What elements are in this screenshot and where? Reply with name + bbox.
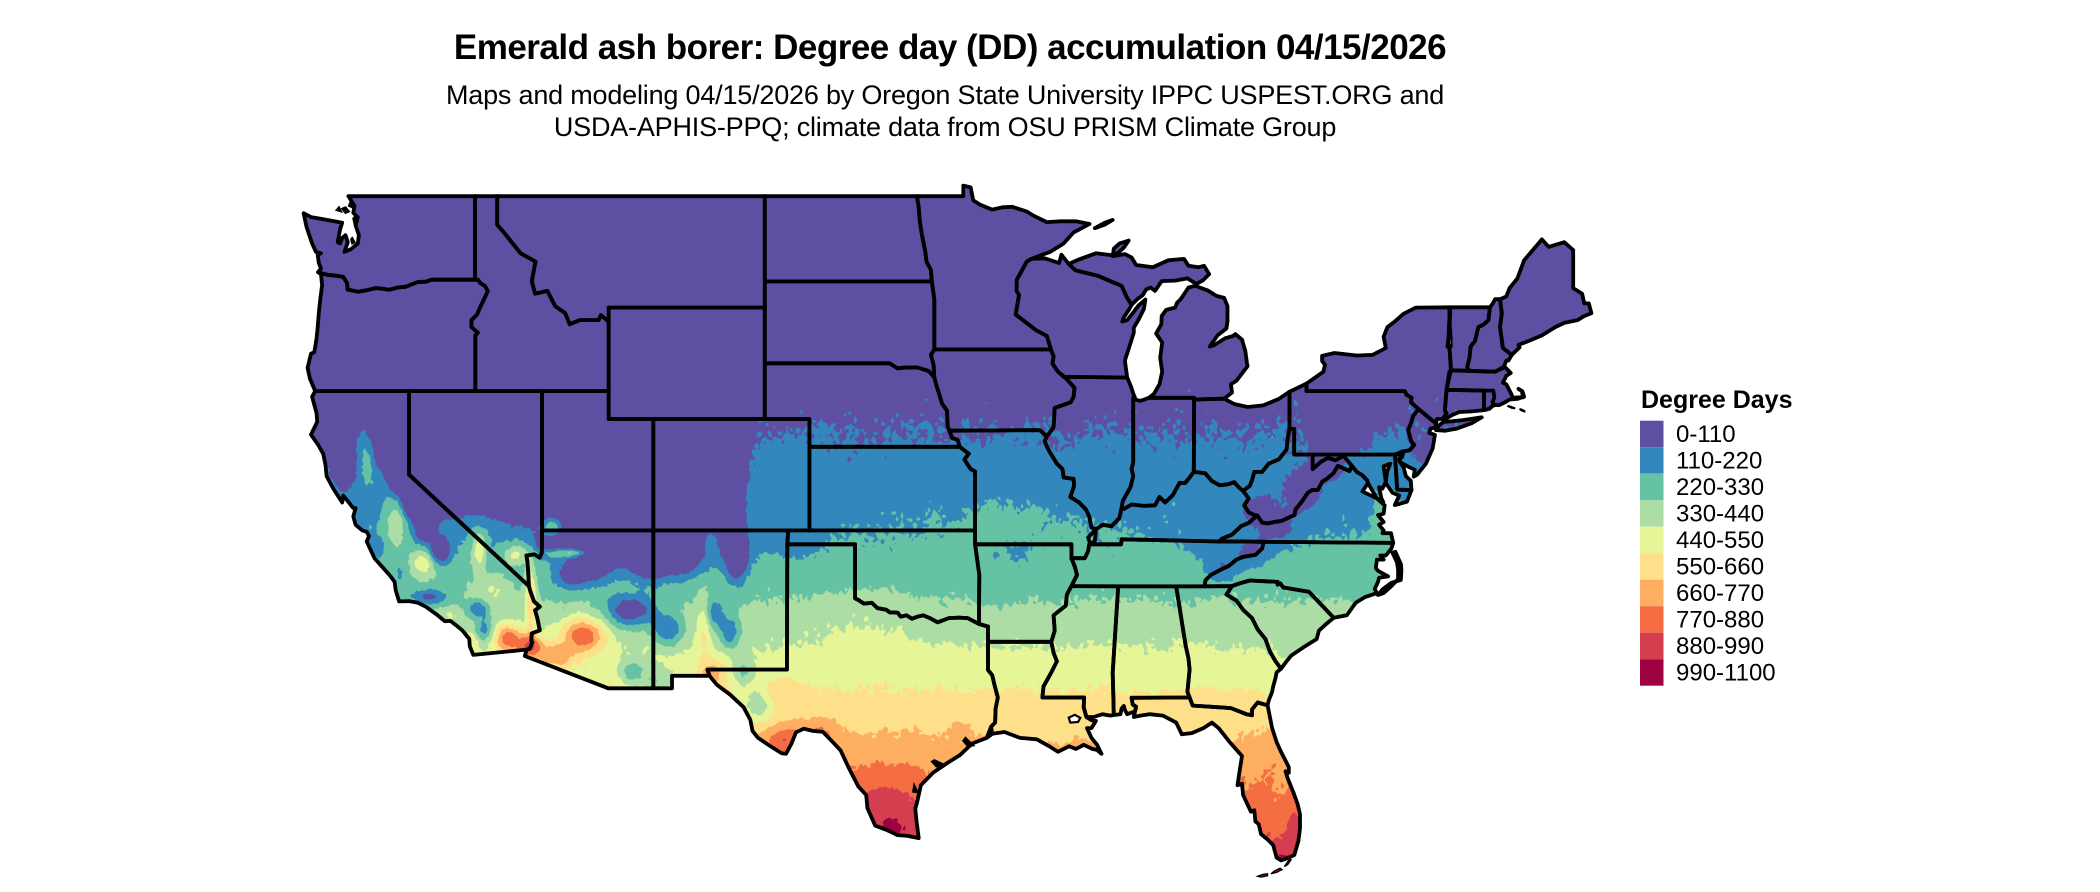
svg-text:990-1100: 990-1100	[1676, 660, 1776, 687]
svg-text:Degree Days: Degree Days	[1641, 386, 1792, 414]
svg-text:880-990: 880-990	[1676, 633, 1764, 660]
svg-text:220-330: 220-330	[1676, 474, 1764, 501]
svg-text:440-550: 440-550	[1676, 527, 1764, 554]
svg-text:110-220: 110-220	[1676, 447, 1762, 474]
svg-text:550-660: 550-660	[1676, 554, 1764, 581]
svg-text:660-770: 660-770	[1676, 580, 1764, 607]
svg-text:770-880: 770-880	[1676, 607, 1764, 634]
svg-text:330-440: 330-440	[1676, 501, 1764, 528]
svg-text:0-110: 0-110	[1676, 421, 1736, 448]
